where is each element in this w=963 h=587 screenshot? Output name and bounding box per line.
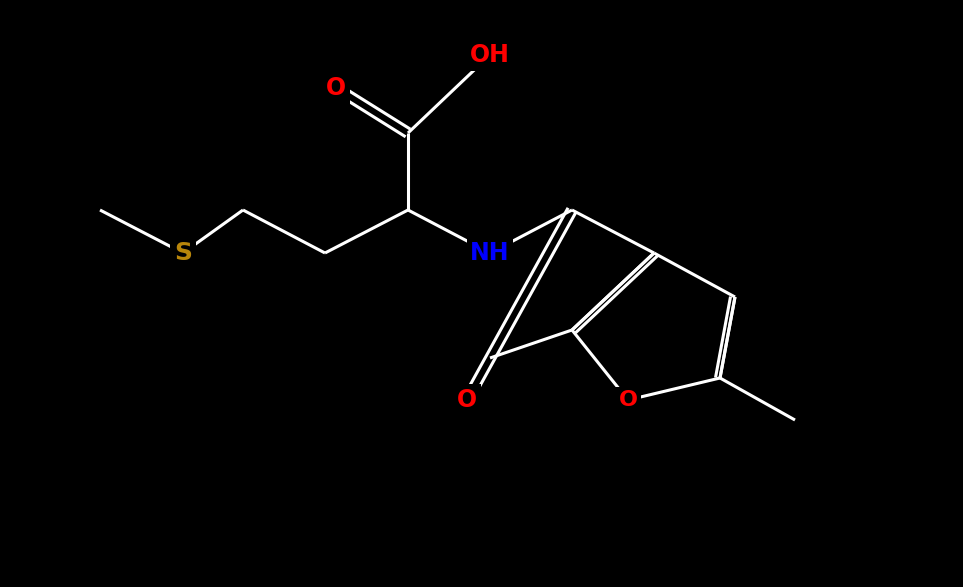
Text: S: S: [174, 241, 192, 265]
Text: O: O: [325, 76, 346, 100]
Text: NH: NH: [470, 241, 509, 265]
Text: O: O: [456, 388, 477, 412]
Text: O: O: [618, 390, 638, 410]
Text: OH: OH: [470, 43, 510, 67]
